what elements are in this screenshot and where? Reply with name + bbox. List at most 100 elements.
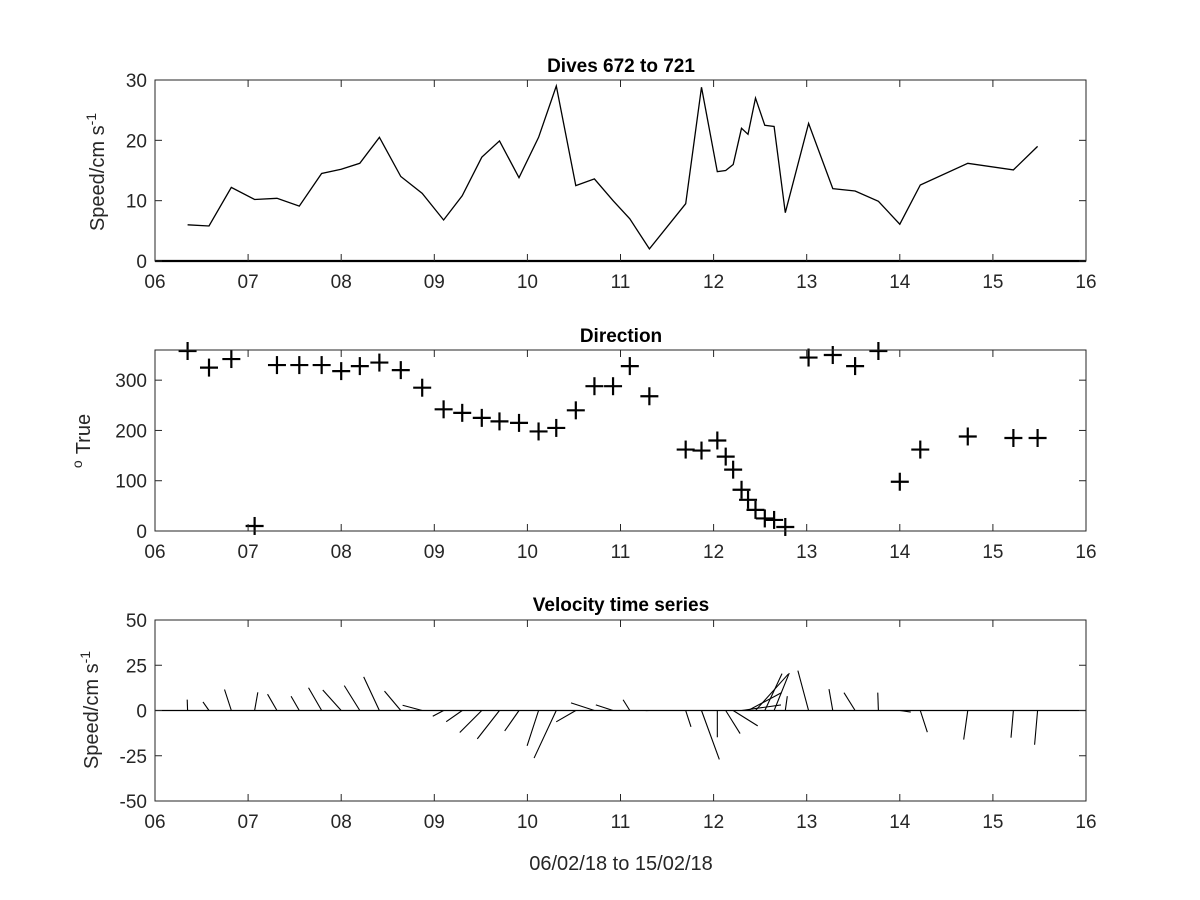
velocity-stick — [533, 710, 557, 759]
direction-point — [746, 500, 765, 519]
direction-y-tick-label: 0 — [136, 522, 147, 543]
speed-y-tick-label: 0 — [136, 252, 147, 273]
velocity-stick — [773, 672, 790, 711]
direction-y-axis-label: o True — [69, 414, 95, 468]
velocity-stick — [1010, 710, 1014, 738]
velocity-stick — [308, 687, 323, 711]
velocity-stick — [685, 710, 692, 728]
velocity-stick — [202, 701, 210, 711]
velocity-x-tick-label: 09 — [424, 812, 445, 833]
direction-point — [604, 377, 623, 396]
direction-point — [199, 358, 218, 377]
direction-point — [776, 517, 795, 536]
direction-point — [453, 403, 472, 422]
velocity-x-tick-label: 10 — [517, 812, 538, 833]
velocity-stick — [476, 710, 500, 740]
direction-x-tick-label: 10 — [517, 542, 538, 563]
direction-x-tick-label: 12 — [703, 542, 724, 563]
speed-line-layer — [187, 83, 1039, 251]
velocity-stick — [747, 692, 782, 711]
speed-y-axis-label: Speed/cm s-1 — [83, 113, 109, 231]
velocity-x-tick-label: 13 — [796, 812, 817, 833]
velocity-chart-title: Velocity time series — [533, 595, 709, 616]
direction-point — [676, 440, 695, 459]
direction-point — [566, 401, 585, 420]
velocity-y-tick-label: 50 — [126, 611, 147, 632]
direction-y-tick-label: 300 — [115, 371, 147, 392]
velocity-y-tick-label: 0 — [136, 702, 147, 723]
velocity-stick — [797, 670, 810, 711]
speed-y-ticks: 0 10 20 30 — [126, 71, 1086, 273]
direction-y-axis-label-text: True — [73, 414, 95, 454]
direction-point — [585, 377, 604, 396]
direction-point — [547, 418, 566, 437]
velocity-stick — [764, 673, 783, 711]
direction-point — [911, 440, 930, 459]
direction-point — [413, 378, 432, 397]
velocity-x-tick-label: 11 — [611, 812, 631, 833]
velocity-stick — [843, 692, 856, 711]
velocity-y-ticks: 50 25 0 -25 -50 — [120, 611, 1086, 813]
velocity-stick — [555, 710, 577, 723]
velocity-stick — [755, 673, 789, 711]
direction-point — [732, 480, 751, 499]
speed-x-tick-label: 12 — [703, 272, 724, 293]
velocity-stick — [1034, 710, 1039, 745]
velocity-stick — [223, 689, 232, 711]
velocity-y-tick-label: -50 — [120, 792, 147, 813]
direction-x-tick-label: 13 — [796, 542, 817, 563]
direction-y-tick-label: 200 — [115, 421, 147, 442]
speed-x-tick-label: 09 — [424, 272, 445, 293]
direction-x-tick-label: 14 — [889, 542, 911, 563]
velocity-stick — [741, 704, 782, 712]
velocity-x-tick-label: 15 — [982, 812, 1003, 833]
direction-point — [472, 408, 491, 427]
direction-point — [529, 422, 548, 441]
velocity-x-tick-label: 16 — [1075, 812, 1096, 833]
speed-y-axis-label-text: Speed/cm s — [87, 125, 109, 231]
velocity-y-axis-label: Speed/cm s-1 — [77, 651, 103, 769]
velocity-stick — [963, 710, 969, 740]
direction-point — [332, 362, 351, 381]
velocity-x-tick-label: 07 — [238, 812, 259, 833]
velocity-x-tick-label: 06 — [144, 812, 165, 833]
direction-point — [724, 460, 743, 479]
direction-point — [1004, 428, 1023, 447]
speed-series-line — [187, 83, 1039, 251]
velocity-stick — [526, 710, 540, 746]
velocity-y-tick-label: -25 — [120, 747, 147, 768]
velocity-stick — [700, 710, 720, 760]
velocity-x-tick-label: 14 — [889, 812, 911, 833]
speed-x-tick-label: 13 — [796, 272, 817, 293]
direction-point — [620, 357, 639, 376]
velocity-stick — [322, 689, 342, 711]
direction-point — [434, 400, 453, 419]
velocity-y-axis-label-superscript: -1 — [77, 651, 93, 664]
direction-panel: Direction 06 07 08 09 10 11 12 13 14 15 16 0 100 200… — [69, 326, 1097, 563]
velocity-stick — [732, 710, 759, 727]
velocity-stick — [267, 693, 278, 711]
speed-y-axis-label-superscript: -1 — [83, 113, 99, 126]
velocity-stick — [504, 710, 520, 732]
velocity-stick-layer — [186, 670, 1039, 760]
speed-y-tick-label: 30 — [126, 71, 147, 92]
direction-point — [823, 346, 842, 365]
direction-chart-title: Direction — [580, 326, 662, 347]
speed-x-tick-label: 16 — [1075, 272, 1096, 293]
direction-point — [890, 472, 909, 491]
velocity-stick — [828, 689, 834, 711]
direction-point — [222, 350, 241, 369]
velocity-x-axis-label: 06/02/18 to 15/02/18 — [529, 853, 713, 875]
direction-x-tick-label: 11 — [611, 542, 631, 563]
speed-x-tick-label: 10 — [517, 272, 538, 293]
direction-point — [692, 441, 711, 460]
direction-point — [312, 356, 331, 375]
velocity-stick — [384, 690, 402, 711]
direction-x-tick-label: 07 — [238, 542, 259, 563]
velocity-y-axis-label-text: Speed/cm s — [81, 663, 103, 769]
velocity-stick — [432, 710, 444, 717]
direction-x-tick-label: 09 — [424, 542, 445, 563]
velocity-stick — [595, 704, 614, 712]
direction-point — [290, 356, 309, 375]
direction-point — [708, 431, 727, 450]
